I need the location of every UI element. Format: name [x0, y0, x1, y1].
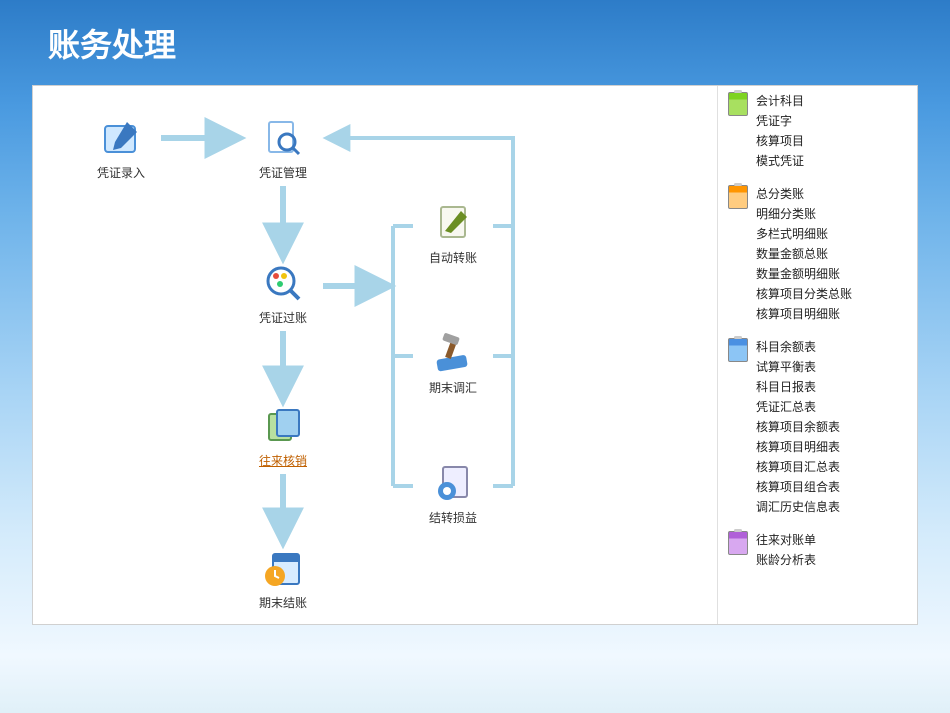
sidebar-link[interactable]: 数量金额总账	[756, 245, 852, 262]
sidebar: 会计科目凭证字核算项目模式凭证总分类账明细分类账多栏式明细账数量金额总账数量金额…	[717, 86, 917, 624]
node-auto-transfer[interactable]: 自动转账	[413, 201, 493, 266]
node-label: 往来核销	[243, 452, 323, 469]
node-period-close[interactable]: 期末结账	[243, 546, 323, 611]
node-voucher-entry[interactable]: 凭证录入	[81, 116, 161, 181]
node-label: 期末调汇	[413, 379, 493, 396]
sidebar-link[interactable]: 科目余额表	[756, 338, 840, 355]
magnifier-beads-icon	[261, 261, 305, 305]
sidebar-link[interactable]: 总分类账	[756, 185, 852, 202]
sidebar-group-links: 科目余额表试算平衡表科目日报表凭证汇总表核算项目余额表核算项目明细表核算项目汇总…	[756, 338, 840, 515]
page-title: 账务处理	[0, 0, 950, 66]
node-carry-profit[interactable]: 结转损益	[413, 461, 493, 526]
node-label: 凭证录入	[81, 164, 161, 181]
sidebar-link[interactable]: 账龄分析表	[756, 551, 816, 568]
sidebar-group: 科目余额表试算平衡表科目日报表凭证汇总表核算项目余额表核算项目明细表核算项目汇总…	[718, 336, 917, 523]
sidebar-link[interactable]: 科目日报表	[756, 378, 840, 395]
sidebar-link[interactable]: 数量金额明细账	[756, 265, 852, 282]
node-voucher-manage[interactable]: 凭证管理	[243, 116, 323, 181]
node-label: 凭证管理	[243, 164, 323, 181]
node-label: 期末结账	[243, 594, 323, 611]
sidebar-link[interactable]: 试算平衡表	[756, 358, 840, 375]
notepad-icon	[728, 92, 748, 116]
document-search-icon	[261, 116, 305, 160]
sidebar-group: 往来对账单账龄分析表	[718, 529, 917, 576]
document-gear-icon	[431, 461, 475, 505]
sidebar-group-links: 总分类账明细分类账多栏式明细账数量金额总账数量金额明细账核算项目分类总账核算项目…	[756, 185, 852, 322]
node-voucher-post[interactable]: 凭证过账	[243, 261, 323, 326]
sidebar-link[interactable]: 核算项目	[756, 132, 804, 149]
sidebar-link[interactable]: 核算项目余额表	[756, 418, 840, 435]
notepad-icon	[728, 185, 748, 209]
calendar-clock-icon	[261, 546, 305, 590]
sidebar-link[interactable]: 核算项目明细账	[756, 305, 852, 322]
node-label: 自动转账	[413, 249, 493, 266]
sidebar-link[interactable]: 会计科目	[756, 92, 804, 109]
sidebar-link[interactable]: 核算项目分类总账	[756, 285, 852, 302]
sidebar-link[interactable]: 核算项目汇总表	[756, 458, 840, 475]
sidebar-group-links: 往来对账单账龄分析表	[756, 531, 816, 568]
folder-edit-icon	[99, 116, 143, 160]
node-label: 凭证过账	[243, 309, 323, 326]
sidebar-link[interactable]: 凭证汇总表	[756, 398, 840, 415]
sidebar-link[interactable]: 模式凭证	[756, 152, 804, 169]
gavel-icon	[431, 331, 475, 375]
node-period-adjust[interactable]: 期末调汇	[413, 331, 493, 396]
sidebar-link[interactable]: 往来对账单	[756, 531, 816, 548]
document-pen-icon	[431, 201, 475, 245]
main-panel: 凭证录入 凭证管理 凭证过账 自动转账 往来核销	[32, 85, 918, 625]
sidebar-link[interactable]: 调汇历史信息表	[756, 498, 840, 515]
sidebar-group-links: 会计科目凭证字核算项目模式凭证	[756, 92, 804, 169]
node-label: 结转损益	[413, 509, 493, 526]
sidebar-link[interactable]: 核算项目明细表	[756, 438, 840, 455]
sidebar-link[interactable]: 明细分类账	[756, 205, 852, 222]
notepad-icon	[728, 531, 748, 555]
sidebar-link[interactable]: 多栏式明细账	[756, 225, 852, 242]
sidebar-group: 总分类账明细分类账多栏式明细账数量金额总账数量金额明细账核算项目分类总账核算项目…	[718, 183, 917, 330]
flow-area: 凭证录入 凭证管理 凭证过账 自动转账 往来核销	[33, 86, 717, 624]
sidebar-link[interactable]: 核算项目组合表	[756, 478, 840, 495]
sidebar-link[interactable]: 凭证字	[756, 112, 804, 129]
documents-overlap-icon	[261, 404, 305, 448]
notepad-icon	[728, 338, 748, 362]
sidebar-group: 会计科目凭证字核算项目模式凭证	[718, 90, 917, 177]
node-reconciliation[interactable]: 往来核销	[243, 404, 323, 469]
